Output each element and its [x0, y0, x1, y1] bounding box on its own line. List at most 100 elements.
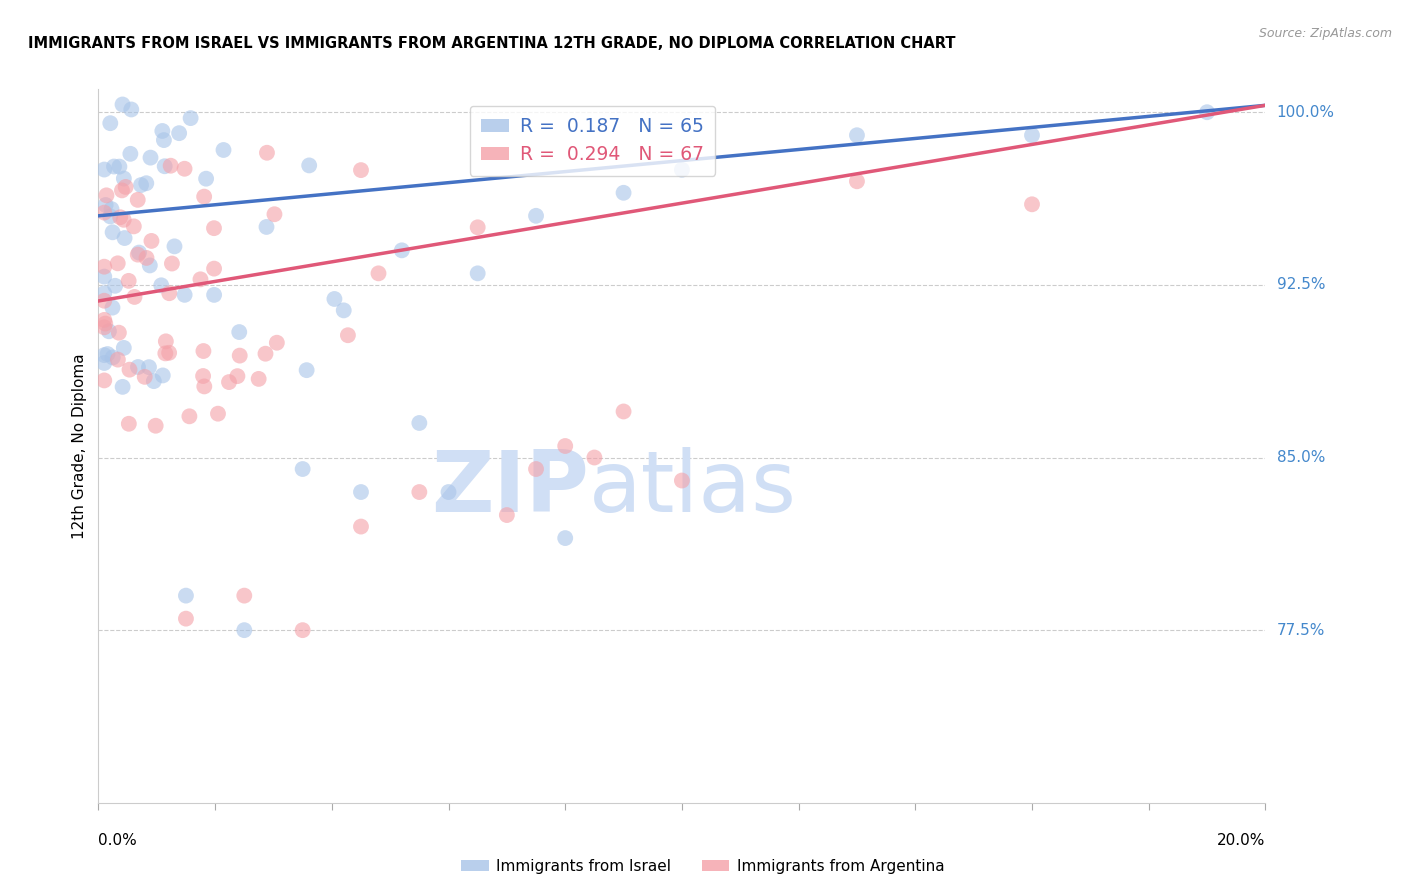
Point: [155, 346, 177, 360]
Point: [1195, 105, 1218, 120]
Point: [391, 244, 413, 258]
Point: [93, 313, 115, 327]
Point: [202, 261, 225, 276]
Point: [263, 207, 285, 221]
Point: [112, 341, 135, 355]
Point: [142, 374, 165, 388]
Point: [295, 363, 318, 377]
Point: [495, 508, 517, 522]
Point: [437, 485, 460, 500]
Point: [408, 485, 430, 500]
Point: [93, 356, 115, 370]
Point: [112, 171, 135, 186]
Point: [174, 589, 197, 603]
Point: [93, 162, 115, 177]
Point: [141, 234, 163, 248]
Point: [845, 128, 868, 143]
Point: [127, 193, 149, 207]
Point: [114, 231, 136, 245]
Text: 0.0%: 0.0%: [98, 833, 138, 848]
Point: [323, 292, 346, 306]
Point: [524, 462, 547, 476]
Point: [145, 418, 167, 433]
Point: [350, 519, 373, 533]
Point: [118, 417, 141, 431]
Point: [108, 160, 131, 174]
Point: [101, 301, 124, 315]
Point: [101, 351, 124, 365]
Point: [350, 485, 373, 500]
Point: [127, 359, 149, 374]
Point: [291, 623, 314, 637]
Point: [583, 450, 606, 465]
Point: [291, 462, 314, 476]
Point: [111, 183, 134, 197]
Point: [1021, 197, 1043, 211]
Point: [247, 372, 270, 386]
Point: [94, 198, 117, 212]
Point: [150, 124, 173, 138]
Point: [332, 303, 354, 318]
Point: [190, 272, 212, 286]
Text: 20.0%: 20.0%: [1218, 833, 1265, 848]
Point: [367, 266, 389, 280]
Point: [120, 146, 142, 161]
Point: [97, 324, 120, 338]
Point: [163, 239, 186, 253]
Point: [612, 404, 634, 418]
Point: [111, 380, 134, 394]
Legend: Immigrants from Israel, Immigrants from Argentina: Immigrants from Israel, Immigrants from …: [456, 853, 950, 880]
Point: [233, 589, 256, 603]
Point: [153, 133, 176, 147]
Text: 85.0%: 85.0%: [1277, 450, 1324, 465]
Point: [233, 623, 256, 637]
Point: [228, 325, 250, 339]
Point: [554, 531, 576, 545]
Point: [118, 274, 141, 288]
Point: [118, 362, 141, 376]
Point: [266, 335, 288, 350]
Point: [193, 189, 215, 203]
Point: [155, 334, 177, 349]
Point: [101, 225, 124, 239]
Point: [104, 278, 127, 293]
Point: [167, 126, 190, 140]
Point: [173, 288, 195, 302]
Point: [218, 375, 240, 389]
Point: [93, 320, 115, 334]
Point: [195, 171, 218, 186]
Point: [179, 409, 201, 424]
Text: Source: ZipAtlas.com: Source: ZipAtlas.com: [1258, 27, 1392, 40]
Point: [100, 202, 122, 216]
Point: [298, 158, 321, 172]
Point: [98, 210, 121, 224]
Point: [157, 346, 180, 360]
Point: [139, 259, 162, 273]
Point: [180, 111, 202, 125]
Point: [96, 188, 118, 202]
Point: [256, 145, 278, 160]
Point: [202, 288, 225, 302]
Text: 100.0%: 100.0%: [1277, 104, 1334, 120]
Point: [159, 159, 181, 173]
Point: [139, 151, 162, 165]
Point: [226, 369, 249, 384]
Point: [202, 221, 225, 235]
Point: [254, 347, 277, 361]
Point: [135, 251, 157, 265]
Point: [93, 260, 115, 274]
Point: [174, 612, 197, 626]
Point: [93, 286, 115, 301]
Text: IMMIGRANTS FROM ISRAEL VS IMMIGRANTS FROM ARGENTINA 12TH GRADE, NO DIPLOMA CORRE: IMMIGRANTS FROM ISRAEL VS IMMIGRANTS FRO…: [28, 36, 956, 51]
Point: [173, 161, 195, 176]
Point: [152, 368, 174, 383]
Text: atlas: atlas: [589, 447, 797, 531]
Point: [193, 344, 215, 359]
Point: [127, 247, 149, 261]
Point: [467, 266, 489, 280]
Point: [153, 159, 176, 173]
Point: [93, 293, 115, 308]
Point: [228, 349, 250, 363]
Point: [107, 256, 129, 270]
Point: [612, 186, 634, 200]
